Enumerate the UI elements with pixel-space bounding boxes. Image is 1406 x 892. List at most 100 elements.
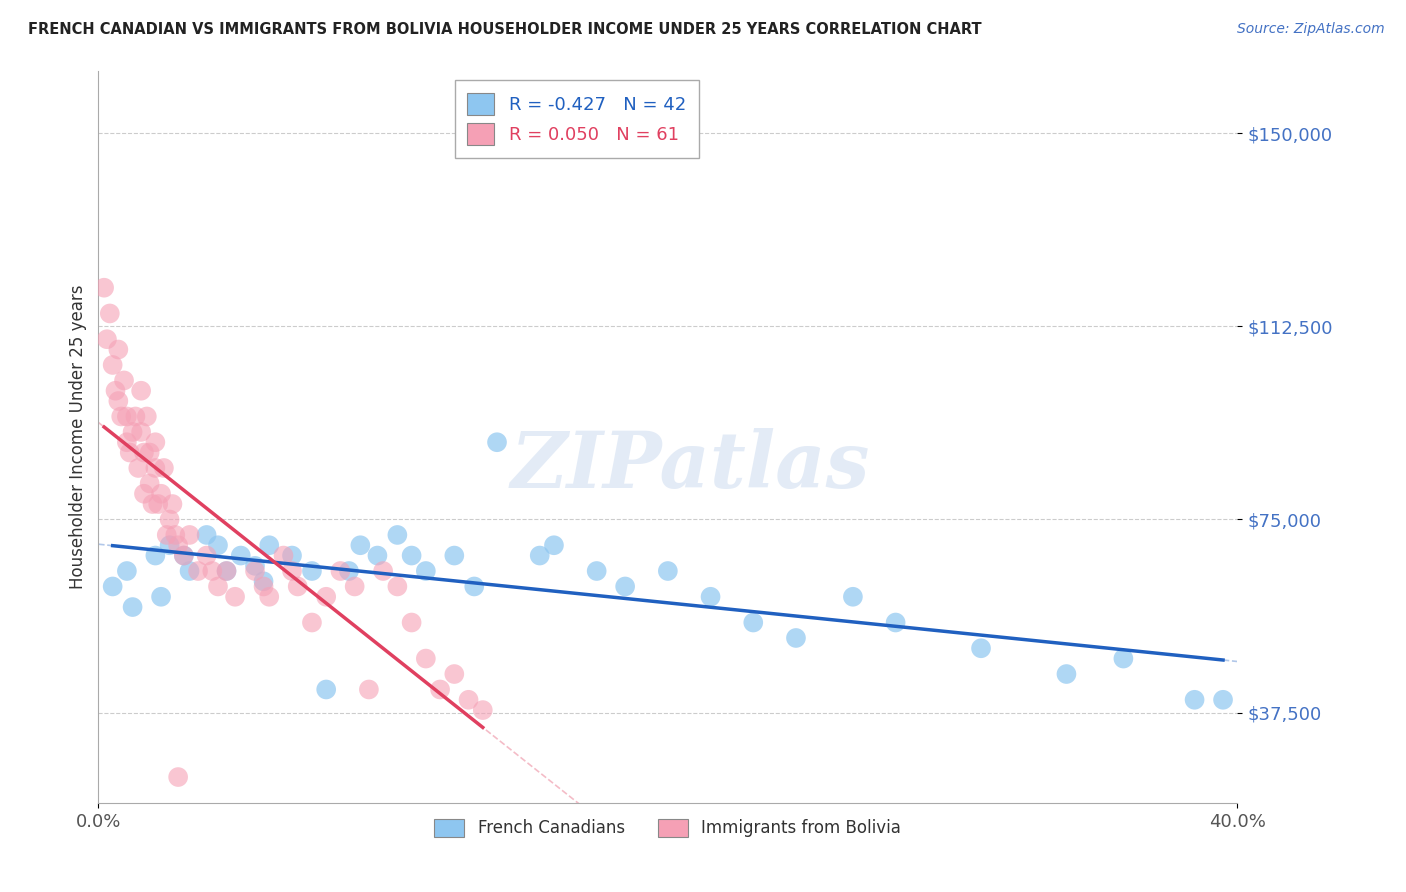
- Point: [165, 528, 187, 542]
- Point: [132, 445, 155, 459]
- Point: [138, 476, 160, 491]
- Point: [167, 538, 190, 552]
- Y-axis label: Householder Income Under 25 years: Householder Income Under 25 years: [69, 285, 87, 590]
- Point: [614, 579, 637, 593]
- Point: [135, 409, 157, 424]
- Point: [252, 579, 274, 593]
- Point: [1112, 651, 1135, 665]
- Point: [543, 538, 565, 552]
- Point: [107, 343, 129, 357]
- Point: [401, 549, 423, 563]
- Point: [150, 487, 173, 501]
- Point: [215, 564, 238, 578]
- Point: [585, 564, 607, 578]
- Point: [215, 564, 238, 578]
- Point: [195, 528, 218, 542]
- Point: [153, 461, 176, 475]
- Point: [132, 487, 155, 501]
- Point: [301, 564, 323, 578]
- Point: [785, 631, 807, 645]
- Point: [301, 615, 323, 630]
- Point: [281, 564, 304, 578]
- Point: [357, 682, 380, 697]
- Point: [101, 358, 124, 372]
- Point: [329, 564, 352, 578]
- Point: [243, 558, 266, 573]
- Point: [107, 394, 129, 409]
- Point: [104, 384, 127, 398]
- Point: [742, 615, 765, 630]
- Point: [373, 564, 395, 578]
- Point: [121, 600, 143, 615]
- Point: [229, 549, 252, 563]
- Point: [195, 549, 218, 563]
- Point: [273, 549, 295, 563]
- Point: [349, 538, 371, 552]
- Point: [96, 332, 118, 346]
- Point: [112, 373, 135, 387]
- Point: [457, 693, 479, 707]
- Point: [315, 590, 337, 604]
- Point: [699, 590, 721, 604]
- Point: [173, 549, 195, 563]
- Point: [429, 682, 451, 697]
- Point: [387, 579, 409, 593]
- Point: [366, 549, 388, 563]
- Point: [224, 590, 246, 604]
- Point: [315, 682, 337, 697]
- Text: ZIPatlas: ZIPatlas: [510, 428, 870, 505]
- Point: [129, 384, 152, 398]
- Point: [252, 574, 274, 589]
- Text: Source: ZipAtlas.com: Source: ZipAtlas.com: [1237, 22, 1385, 37]
- Point: [179, 528, 201, 542]
- Point: [115, 409, 138, 424]
- Point: [110, 409, 132, 424]
- Point: [118, 445, 141, 459]
- Point: [343, 579, 366, 593]
- Point: [486, 435, 509, 450]
- Point: [187, 564, 209, 578]
- Point: [127, 461, 149, 475]
- Point: [463, 579, 485, 593]
- Point: [156, 528, 179, 542]
- Point: [207, 538, 229, 552]
- Point: [443, 667, 465, 681]
- Point: [387, 528, 409, 542]
- Point: [145, 435, 167, 450]
- Point: [1184, 693, 1206, 707]
- Point: [657, 564, 679, 578]
- Point: [443, 549, 465, 563]
- Legend: French Canadians, Immigrants from Bolivia: French Canadians, Immigrants from Bolivi…: [426, 810, 910, 846]
- Point: [159, 538, 181, 552]
- Point: [970, 641, 993, 656]
- Point: [162, 497, 184, 511]
- Point: [179, 564, 201, 578]
- Point: [93, 281, 115, 295]
- Point: [337, 564, 360, 578]
- Point: [115, 435, 138, 450]
- Point: [471, 703, 494, 717]
- Point: [167, 770, 190, 784]
- Point: [842, 590, 865, 604]
- Point: [148, 497, 170, 511]
- Point: [1212, 693, 1234, 707]
- Point: [124, 409, 146, 424]
- Point: [150, 590, 173, 604]
- Point: [201, 564, 224, 578]
- Point: [401, 615, 423, 630]
- Point: [287, 579, 309, 593]
- Text: FRENCH CANADIAN VS IMMIGRANTS FROM BOLIVIA HOUSEHOLDER INCOME UNDER 25 YEARS COR: FRENCH CANADIAN VS IMMIGRANTS FROM BOLIV…: [28, 22, 981, 37]
- Point: [259, 590, 281, 604]
- Point: [415, 564, 437, 578]
- Point: [121, 425, 143, 439]
- Point: [101, 579, 124, 593]
- Point: [207, 579, 229, 593]
- Point: [159, 512, 181, 526]
- Point: [884, 615, 907, 630]
- Point: [1056, 667, 1078, 681]
- Point: [259, 538, 281, 552]
- Point: [145, 549, 167, 563]
- Point: [529, 549, 551, 563]
- Point: [243, 564, 266, 578]
- Point: [129, 425, 152, 439]
